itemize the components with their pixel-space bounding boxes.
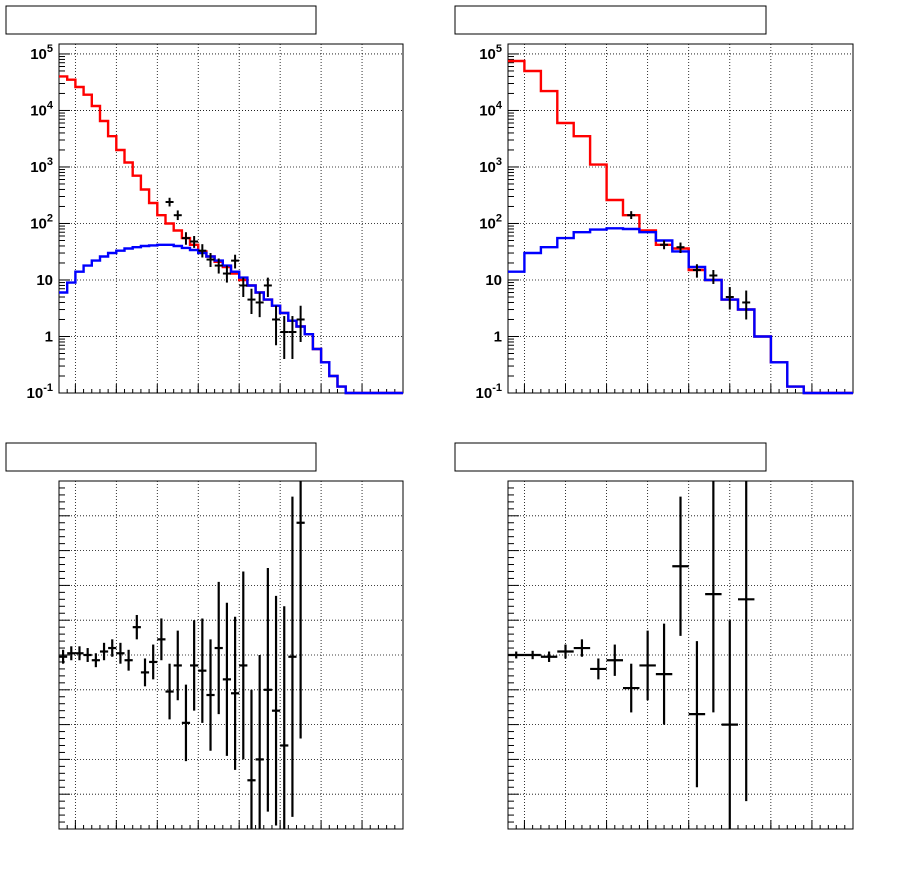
data-point bbox=[198, 244, 207, 258]
y-tick-label: 10 bbox=[485, 272, 502, 289]
data-point bbox=[590, 658, 607, 680]
data-point bbox=[157, 618, 166, 661]
chart-panel-2: 10-1 1 10 102 103 104 105 bbox=[454, 5, 854, 402]
y-tick-label: 102 bbox=[479, 212, 502, 232]
data-point bbox=[705, 481, 722, 713]
data-point bbox=[288, 316, 297, 359]
plot-frame bbox=[58, 43, 404, 394]
data-point bbox=[709, 270, 718, 284]
data-point bbox=[623, 663, 640, 713]
y-tick-label: 10-1 bbox=[27, 382, 53, 402]
data-point bbox=[222, 265, 231, 283]
chart-title-box bbox=[454, 5, 767, 35]
data-point bbox=[116, 642, 125, 664]
data-point bbox=[508, 651, 525, 659]
y-tick-label: 1 bbox=[45, 328, 53, 345]
data-point bbox=[692, 264, 701, 278]
data-point bbox=[672, 496, 689, 636]
data-point bbox=[165, 663, 174, 720]
data-point bbox=[655, 623, 673, 725]
data-point bbox=[263, 568, 272, 812]
data-point bbox=[124, 649, 133, 671]
data-point bbox=[524, 650, 541, 660]
data-point bbox=[214, 581, 223, 715]
data-point bbox=[132, 614, 141, 640]
chart-title-box bbox=[454, 442, 767, 472]
chart-title-box bbox=[5, 442, 317, 472]
y-tick-label: 10-1 bbox=[476, 382, 502, 402]
data-point bbox=[573, 639, 591, 657]
y-tick-label: 105 bbox=[479, 43, 502, 63]
data-point bbox=[198, 618, 207, 723]
data-point bbox=[721, 620, 738, 829]
y-tick-label: 10 bbox=[36, 272, 53, 289]
y-tick-label: 102 bbox=[30, 212, 53, 232]
data-point bbox=[738, 481, 755, 802]
data-point bbox=[296, 305, 305, 342]
chart-panel-3 bbox=[5, 442, 404, 830]
data-point bbox=[190, 620, 199, 711]
data-point bbox=[239, 571, 248, 760]
data-point bbox=[67, 646, 76, 661]
data-point bbox=[255, 655, 264, 829]
data-point bbox=[91, 653, 100, 668]
data-point bbox=[190, 236, 199, 248]
data-point bbox=[173, 210, 182, 221]
data-point bbox=[206, 253, 215, 267]
data-point bbox=[288, 496, 297, 817]
data-point bbox=[165, 197, 174, 207]
chart-title-box bbox=[5, 5, 317, 35]
data-point bbox=[725, 287, 734, 310]
chart-panel-4 bbox=[454, 442, 854, 830]
chart-panel-1: 10-1 1 10 102 103 104 105 bbox=[5, 5, 404, 402]
data-point bbox=[231, 254, 240, 269]
data-point bbox=[263, 277, 272, 297]
data-point bbox=[742, 290, 751, 320]
data-point bbox=[296, 481, 305, 739]
y-tick-label: 103 bbox=[30, 156, 53, 176]
data-point bbox=[247, 689, 256, 829]
data-point bbox=[676, 242, 685, 254]
data-point bbox=[271, 595, 281, 826]
data-point bbox=[280, 606, 289, 829]
data-point bbox=[231, 616, 240, 770]
data-point bbox=[173, 630, 182, 701]
data-point bbox=[75, 646, 84, 661]
data-point bbox=[660, 240, 669, 250]
data-point bbox=[280, 316, 289, 359]
data-point bbox=[222, 602, 231, 756]
data-point bbox=[255, 292, 264, 318]
series-line-2 bbox=[59, 243, 403, 395]
y-tick-label: 104 bbox=[30, 99, 54, 119]
y-tick-label: 1 bbox=[494, 328, 502, 345]
data-point bbox=[247, 288, 256, 315]
data-point bbox=[59, 649, 68, 664]
data-point bbox=[149, 644, 158, 680]
plot-frame bbox=[507, 43, 854, 394]
data-point bbox=[83, 648, 92, 662]
data-point bbox=[140, 658, 150, 687]
data-point bbox=[99, 642, 109, 661]
data-point bbox=[108, 639, 117, 657]
y-tick-label: 104 bbox=[479, 99, 503, 119]
y-tick-label: 103 bbox=[479, 156, 502, 176]
data-point bbox=[606, 644, 623, 676]
series-line-2 bbox=[508, 227, 853, 395]
data-point bbox=[627, 211, 636, 220]
data-point bbox=[688, 641, 706, 788]
data-point bbox=[540, 651, 558, 662]
y-tick-label: 105 bbox=[30, 43, 53, 63]
data-point bbox=[181, 684, 191, 762]
data-point bbox=[214, 258, 223, 274]
data-point bbox=[181, 232, 190, 245]
data-point bbox=[239, 277, 248, 297]
data-point bbox=[206, 639, 215, 751]
data-point bbox=[639, 630, 656, 701]
data-point bbox=[557, 644, 574, 659]
data-point bbox=[272, 305, 281, 346]
